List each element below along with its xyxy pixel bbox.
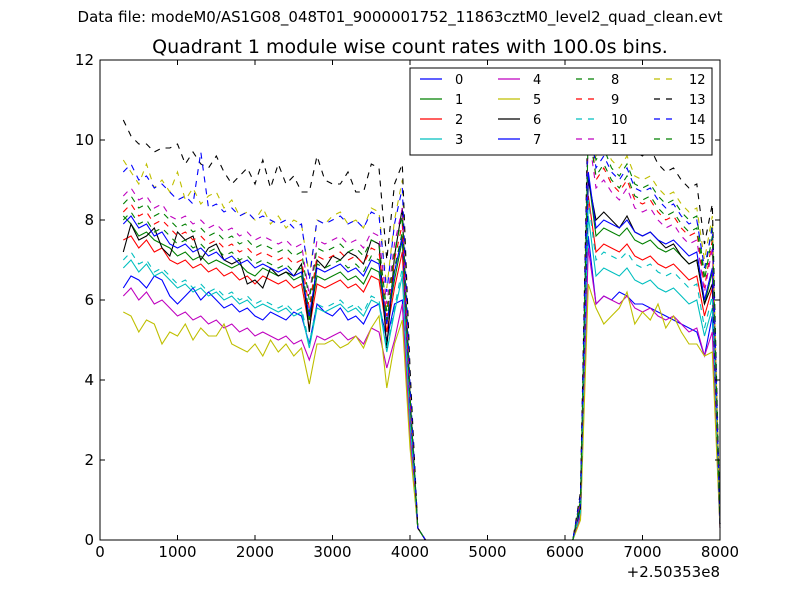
series-line-2 (123, 195, 721, 541)
legend-label-4: 4 (533, 73, 541, 88)
x-tick-label: 0 (95, 543, 105, 561)
legend-label-5: 5 (533, 93, 541, 108)
legend-label-9: 9 (611, 93, 619, 108)
series-line-10 (122, 199, 721, 541)
suptitle: Data file: modeM0/AS1G08_048T01_90000017… (77, 8, 723, 26)
series-line-12 (122, 103, 721, 541)
legend-label-11: 11 (611, 133, 628, 148)
series-line-9 (122, 107, 721, 541)
series-line-1 (122, 175, 721, 541)
x-tick-label: 7000 (623, 543, 661, 561)
legend-label-2: 2 (455, 113, 463, 128)
y-tick-label: 6 (84, 291, 94, 309)
y-tick-label: 4 (84, 371, 94, 389)
chart-title: Quadrant 1 module wise count rates with … (152, 36, 668, 58)
series-line-13 (122, 91, 721, 541)
legend-box (409, 67, 713, 156)
legend-label-8: 8 (611, 73, 619, 88)
series-line-14 (122, 111, 721, 541)
series-line-8 (122, 119, 721, 541)
series-line-4 (122, 247, 721, 541)
series-line-7 (122, 171, 721, 541)
legend-label-7: 7 (533, 133, 541, 148)
series-line-3 (122, 215, 721, 541)
y-tick-label: 10 (75, 131, 94, 149)
y-tick-label: 2 (84, 451, 94, 469)
series-line-11 (122, 131, 721, 541)
legend-label-12: 12 (689, 73, 706, 88)
x-tick-label: 8000 (701, 543, 739, 561)
y-tick-label: 0 (84, 531, 94, 549)
series-line-0 (122, 235, 721, 541)
x-tick-label: 2000 (236, 543, 274, 561)
y-tick-label: 12 (75, 51, 94, 69)
legend-label-6: 6 (533, 113, 541, 128)
x-tick-label: 6000 (546, 543, 584, 561)
x-tick-label: 5000 (468, 543, 506, 561)
legend-label-0: 0 (455, 73, 463, 88)
y-tick-label: 8 (84, 211, 94, 229)
legend-label-10: 10 (611, 113, 628, 128)
x-tick-label: 1000 (158, 543, 196, 561)
legend-label-1: 1 (455, 93, 463, 108)
legend-label-15: 15 (689, 133, 706, 148)
series-line-5 (123, 283, 721, 541)
x-tick-label: 3000 (313, 543, 351, 561)
x-tick-label: 4000 (391, 543, 429, 561)
legend-label-14: 14 (689, 113, 706, 128)
x-offset-label: +2.50353e8 (627, 563, 720, 581)
legend-label-13: 13 (689, 93, 706, 108)
legend-label-3: 3 (455, 133, 463, 148)
series-line-15 (122, 127, 721, 541)
